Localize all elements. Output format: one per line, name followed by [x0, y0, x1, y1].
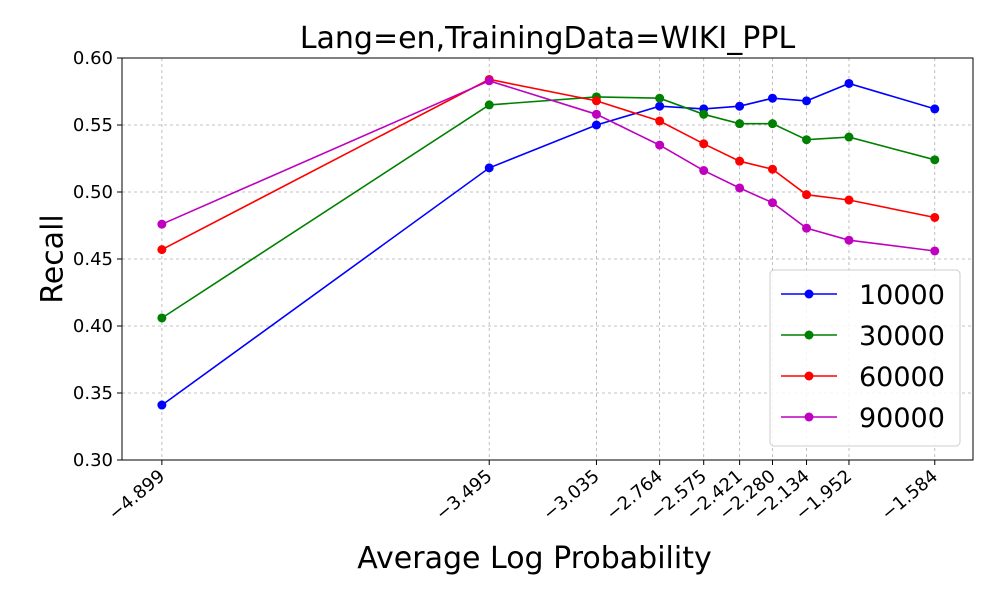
data-point	[484, 76, 494, 86]
legend: 10000 30000 60000 90000	[769, 269, 961, 447]
data-point	[157, 219, 167, 229]
series-30000	[157, 92, 940, 323]
data-point	[699, 139, 709, 149]
data-point	[930, 155, 940, 165]
series-line	[161, 82, 936, 406]
data-point	[655, 140, 665, 150]
legend-box	[769, 269, 961, 447]
series-line	[161, 96, 936, 319]
y-tick-label: 0.35	[73, 383, 113, 404]
x-axis-title: Average Log Probability	[357, 541, 711, 576]
y-tick-label: 0.50	[73, 182, 113, 203]
data-point	[802, 96, 812, 106]
legend-entry: 60000	[781, 362, 945, 393]
data-point	[844, 132, 854, 142]
data-point	[767, 198, 777, 208]
data-point	[157, 400, 167, 410]
data-point	[844, 195, 854, 205]
legend-label: 60000	[859, 362, 945, 393]
data-point	[802, 190, 812, 200]
data-point	[655, 93, 665, 103]
legend-entry: 30000	[781, 321, 945, 352]
series-10000	[157, 78, 940, 410]
chart-title: Lang=en,TrainingData=WIKI_PPL	[300, 21, 796, 56]
data-point	[767, 164, 777, 174]
data-point	[735, 119, 745, 129]
series-90000	[157, 76, 940, 256]
data-point	[484, 163, 494, 173]
legend-marker	[804, 330, 814, 340]
legend-label: 30000	[859, 321, 945, 352]
data-point	[930, 246, 940, 256]
legend-entry: 90000	[781, 403, 945, 434]
data-point	[735, 183, 745, 193]
data-point	[930, 212, 940, 222]
data-point	[655, 101, 665, 111]
legend-label: 90000	[859, 403, 945, 434]
data-point	[844, 78, 854, 88]
y-tick-label: 0.45	[73, 249, 113, 270]
y-tick-label: 0.30	[73, 450, 113, 471]
y-tick-label: 0.55	[73, 115, 113, 136]
data-point	[157, 245, 167, 255]
y-axis-title: Recall	[36, 214, 71, 304]
data-point	[591, 120, 601, 130]
data-point	[802, 223, 812, 233]
data-point	[484, 100, 494, 110]
y-tick-label: 0.40	[73, 316, 113, 337]
y-tick-label: 0.60	[73, 48, 113, 69]
data-point	[930, 104, 940, 114]
legend-marker	[804, 412, 814, 422]
data-point	[802, 135, 812, 145]
data-point	[157, 313, 167, 323]
legend-marker	[804, 371, 814, 381]
data-point	[591, 96, 601, 106]
data-point	[844, 235, 854, 245]
data-point	[699, 109, 709, 119]
data-point	[767, 93, 777, 103]
data-point	[655, 116, 665, 126]
data-point	[735, 101, 745, 111]
legend-marker	[804, 289, 814, 299]
legend-entry: 10000	[781, 280, 945, 311]
data-point	[591, 109, 601, 119]
series-line	[161, 79, 935, 252]
data-point	[767, 119, 777, 129]
data-point	[735, 156, 745, 166]
data-point	[699, 166, 709, 176]
series-line	[161, 78, 935, 251]
legend-label: 10000	[859, 280, 945, 311]
series-lines	[157, 74, 940, 410]
